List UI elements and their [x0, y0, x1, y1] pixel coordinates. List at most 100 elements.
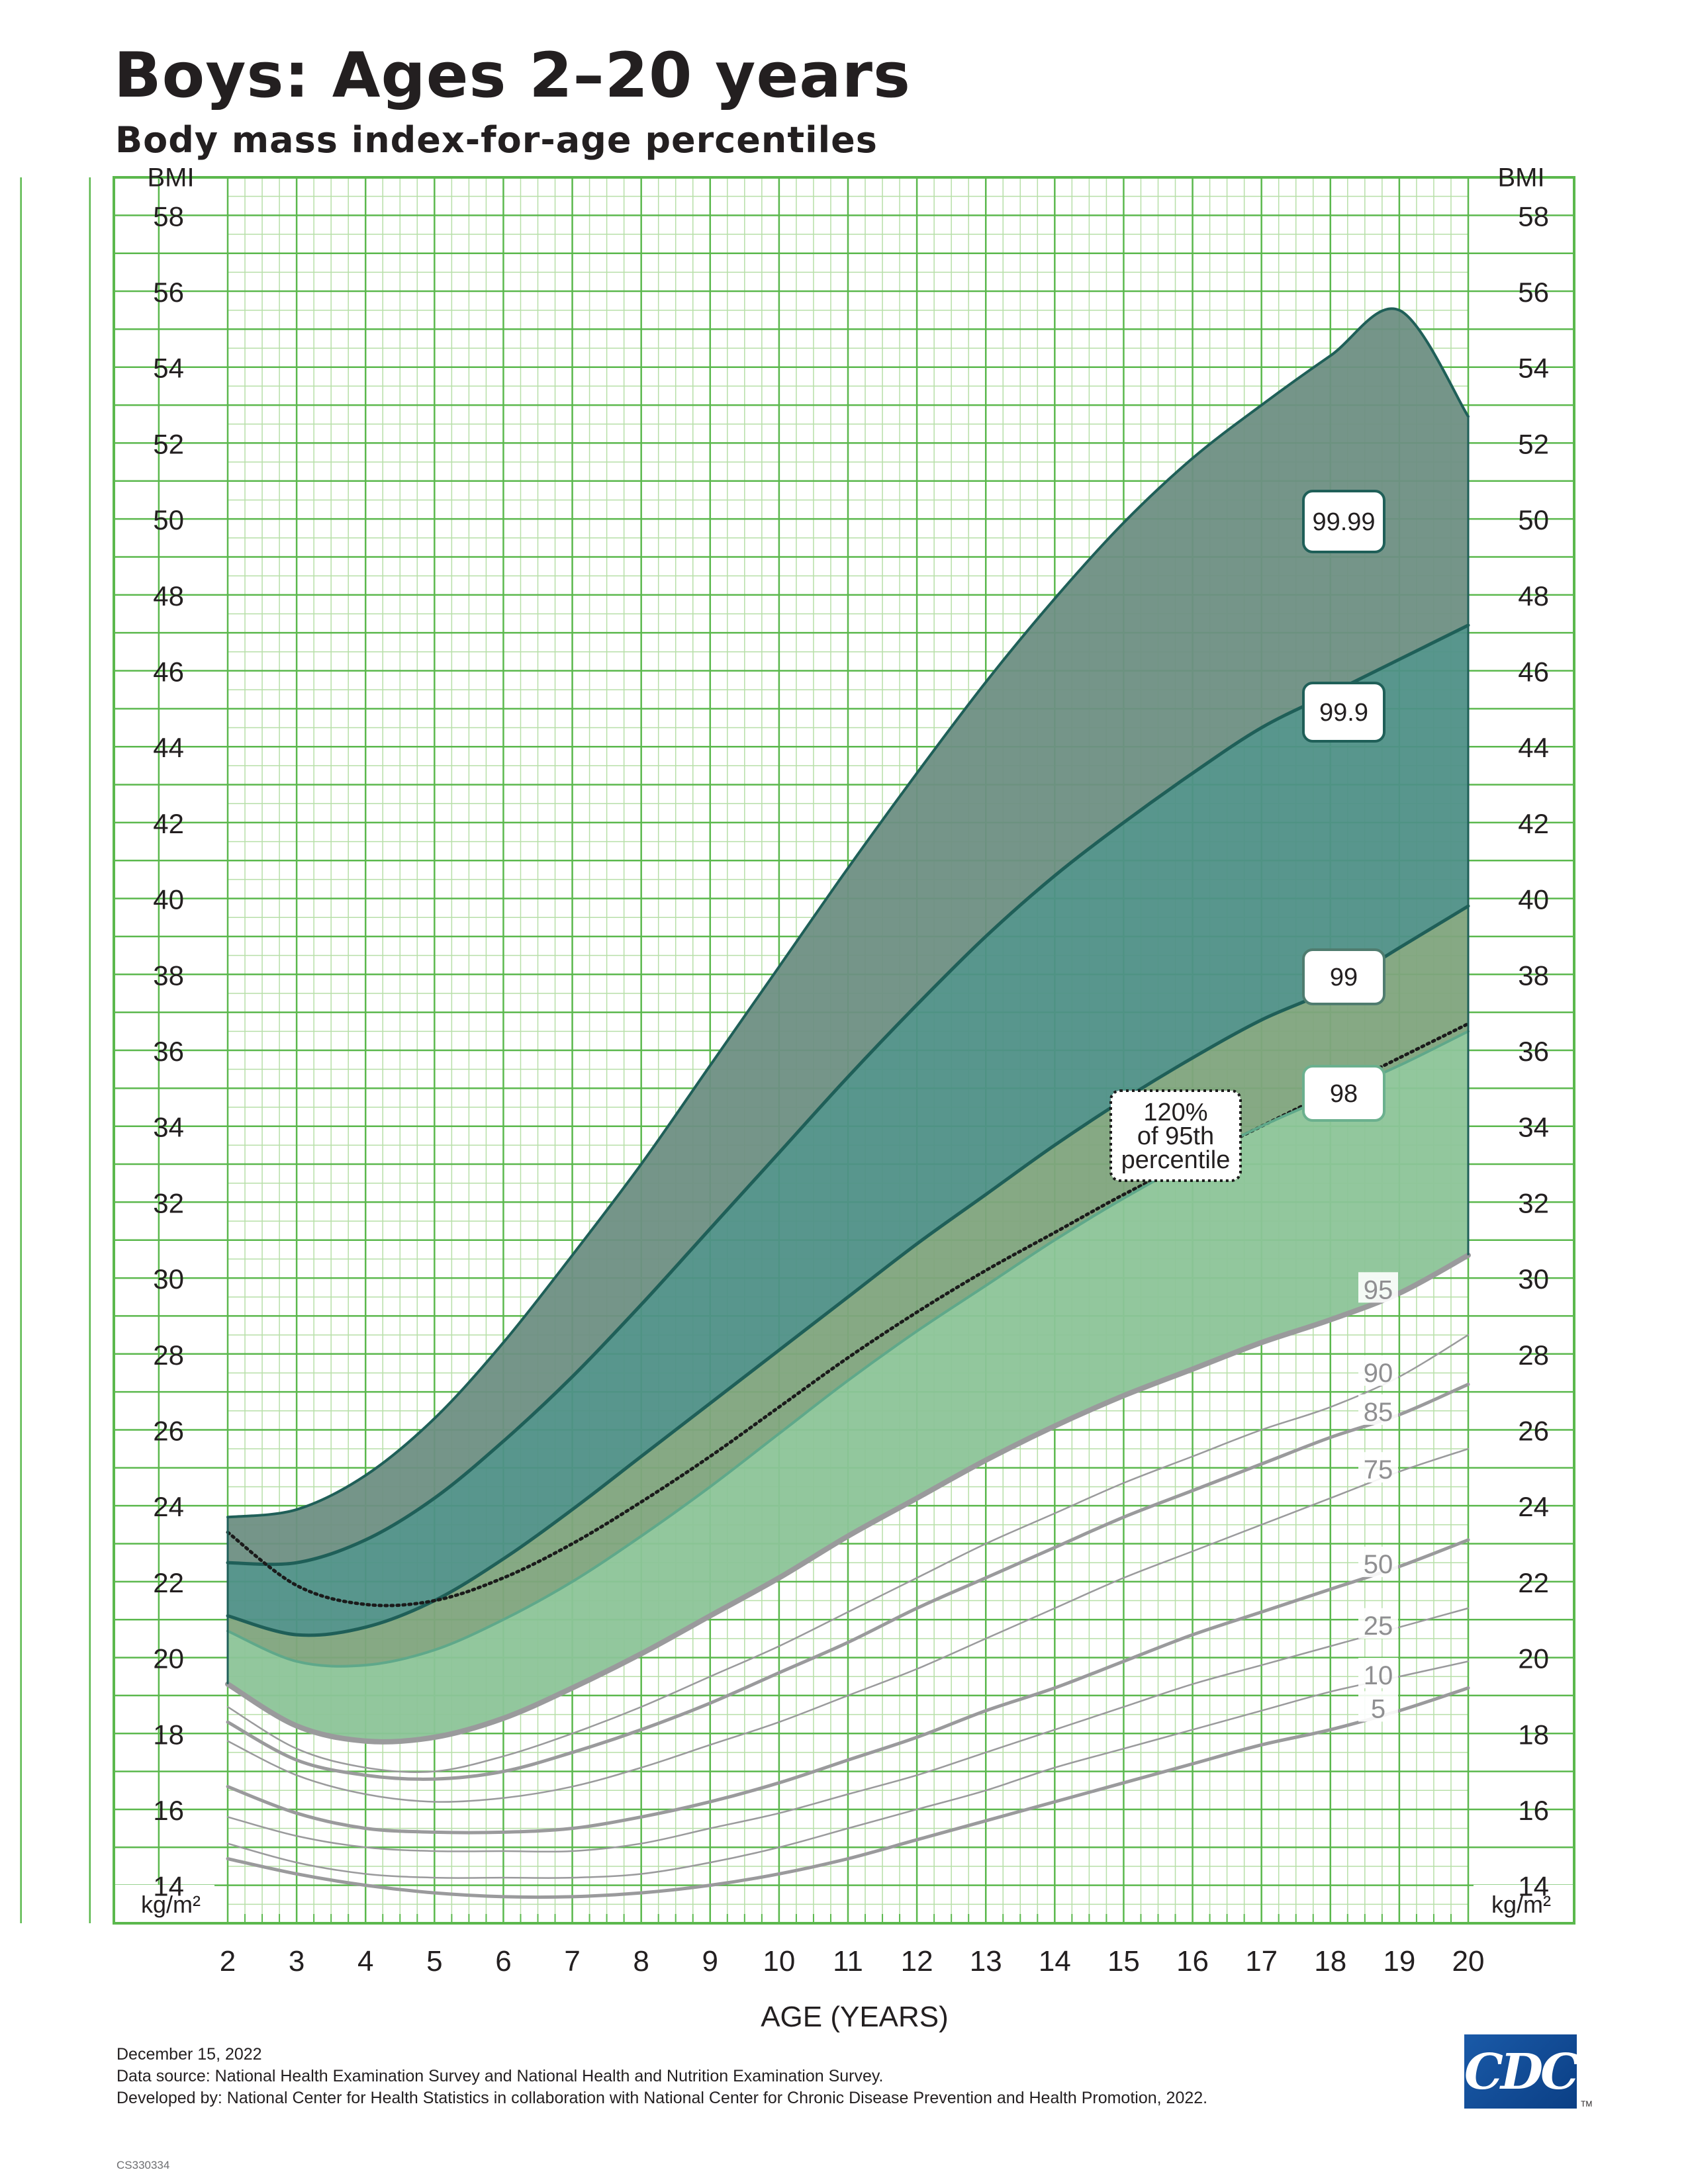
y-tick-label-right: 48	[1518, 580, 1549, 612]
y-axis-label-left: BMI	[147, 163, 194, 192]
y-tick-label-left: 14	[153, 1871, 184, 1902]
y-tick-label-left: 32	[153, 1187, 184, 1218]
x-tick-label: 7	[564, 1945, 580, 1978]
y-tick-label-left: 46	[153, 657, 184, 688]
gray-label-bg-10	[1358, 1657, 1398, 1688]
y-tick-label-left: 22	[153, 1567, 184, 1598]
percentile-label-85: 85	[1364, 1398, 1393, 1427]
x-tick-label: 20	[1452, 1945, 1485, 1978]
x-tick-label: 12	[901, 1945, 933, 1978]
y-tick-label-right: 36	[1518, 1036, 1549, 1067]
percentile-label-120-of-95th-percentile: percentile	[1121, 1146, 1231, 1174]
x-tick-label: 15	[1107, 1945, 1140, 1978]
y-tick-label-left: 26	[153, 1415, 184, 1446]
y-tick-label-left: 42	[153, 808, 184, 839]
y-tick-label-left: 16	[153, 1795, 184, 1826]
label-box-98	[1302, 1065, 1385, 1122]
x-tick-label: 5	[426, 1945, 442, 1978]
y-unit-right: kg/m²	[1491, 1891, 1551, 1918]
y-tick-label-left: 28	[153, 1340, 184, 1371]
footer: December 15, 2022 Data source: National …	[117, 2044, 1242, 2109]
percentile-label-98: 98	[1330, 1080, 1358, 1108]
x-tick-label: 10	[763, 1945, 795, 1978]
x-tick-label: 16	[1176, 1945, 1209, 1978]
y-tick-label-right: 32	[1518, 1187, 1549, 1218]
percentile-line-99-99	[226, 307, 1470, 1519]
percentile-label-25: 25	[1364, 1612, 1393, 1641]
percentile-label-5: 5	[1371, 1694, 1385, 1723]
y-tick-label-left: 38	[153, 960, 184, 991]
x-tick-label: 8	[633, 1945, 649, 1978]
footer-source: Data source: National Health Examination…	[117, 2067, 884, 2085]
cdc-logo-box	[1464, 2034, 1577, 2109]
y-tick-label-right: 54	[1518, 353, 1549, 384]
x-tick-label: 4	[357, 1945, 373, 1978]
y-tick-label-left: 48	[153, 580, 184, 612]
y-tick-label-right: 58	[1518, 201, 1549, 232]
gray-label-bg-75	[1358, 1452, 1398, 1483]
y-tick-label-right: 30	[1518, 1263, 1549, 1295]
percentile-label-120-of-95th-percentile: of 95th	[1137, 1122, 1214, 1150]
y-tick-label-left: 20	[153, 1643, 184, 1674]
y-tick-label-left: 30	[153, 1263, 184, 1295]
y-unit-left: kg/m²	[141, 1891, 201, 1918]
gray-label-bg-90	[1358, 1355, 1398, 1386]
y-tick-label-right: 50	[1518, 504, 1549, 535]
percentile-line-10	[226, 1661, 1470, 1879]
document-code: CS330334	[117, 2159, 170, 2171]
y-tick-label-right: 56	[1518, 277, 1549, 308]
x-tick-label: 9	[702, 1945, 718, 1978]
y-axis-label-right: BMI	[1497, 163, 1544, 192]
y-tick-label-left: 52	[153, 428, 184, 459]
percentile-line-99-9	[226, 623, 1470, 1567]
label-box-120-of-95th-percentile	[1109, 1089, 1242, 1182]
gray-label-bg-50	[1358, 1546, 1398, 1577]
percentile-label-10: 10	[1364, 1661, 1393, 1690]
percentile-line-50	[226, 1538, 1470, 1835]
cdc-logo-text: CDC	[1464, 2044, 1579, 2101]
percentile-label-99-99: 99.99	[1312, 508, 1375, 536]
x-tick-label: 3	[289, 1945, 305, 1978]
label-box-99	[1302, 948, 1385, 1005]
y-tick-label-right: 14	[1518, 1871, 1549, 1902]
y-tick-label-left: 58	[153, 201, 184, 232]
y-tick-label-right: 28	[1518, 1340, 1549, 1371]
x-axis-label: AGE (YEARS)	[761, 2001, 949, 2033]
label-group-98: 98	[1302, 1065, 1385, 1122]
percentile-line-5	[226, 1686, 1470, 1899]
gray-label-bg-85	[1358, 1394, 1398, 1425]
unit-box-left	[115, 1885, 214, 1922]
label-group-99-9: 99.9	[1302, 682, 1385, 743]
y-tick-label-right: 22	[1518, 1567, 1549, 1598]
percentile-label-120-of-95th-percentile: 120%	[1143, 1099, 1207, 1126]
percentile-line-95	[225, 1252, 1471, 1745]
y-tick-label-right: 38	[1518, 960, 1549, 991]
band-999-99	[228, 625, 1468, 1635]
band-98-95	[228, 1031, 1468, 1742]
label-box-99-9	[1302, 682, 1385, 743]
percentile-label-50: 50	[1364, 1550, 1393, 1579]
percentile-line-98	[226, 1030, 1470, 1668]
y-tick-label-left: 50	[153, 504, 184, 535]
band-9999-999	[228, 308, 1468, 1565]
x-tick-label: 11	[833, 1945, 863, 1978]
percentile-label-90: 90	[1364, 1359, 1393, 1388]
y-tick-label-left: 34	[153, 1112, 184, 1143]
x-tick-label: 14	[1039, 1945, 1071, 1978]
label-box-99-99	[1302, 490, 1385, 553]
y-tick-label-left: 24	[153, 1491, 184, 1522]
percentile-line-90	[226, 1334, 1470, 1773]
gray-label-bg-25	[1358, 1608, 1398, 1639]
x-tick-label: 6	[495, 1945, 511, 1978]
y-tick-label-right: 20	[1518, 1643, 1549, 1674]
percentile-line-25	[226, 1607, 1470, 1853]
footer-date: December 15, 2022	[117, 2045, 262, 2064]
y-tick-label-right: 24	[1518, 1491, 1549, 1522]
y-tick-label-right: 46	[1518, 657, 1549, 688]
x-tick-label: 19	[1383, 1945, 1415, 1978]
label-group-99: 99	[1302, 948, 1385, 1005]
y-tick-label-left: 44	[153, 732, 184, 763]
